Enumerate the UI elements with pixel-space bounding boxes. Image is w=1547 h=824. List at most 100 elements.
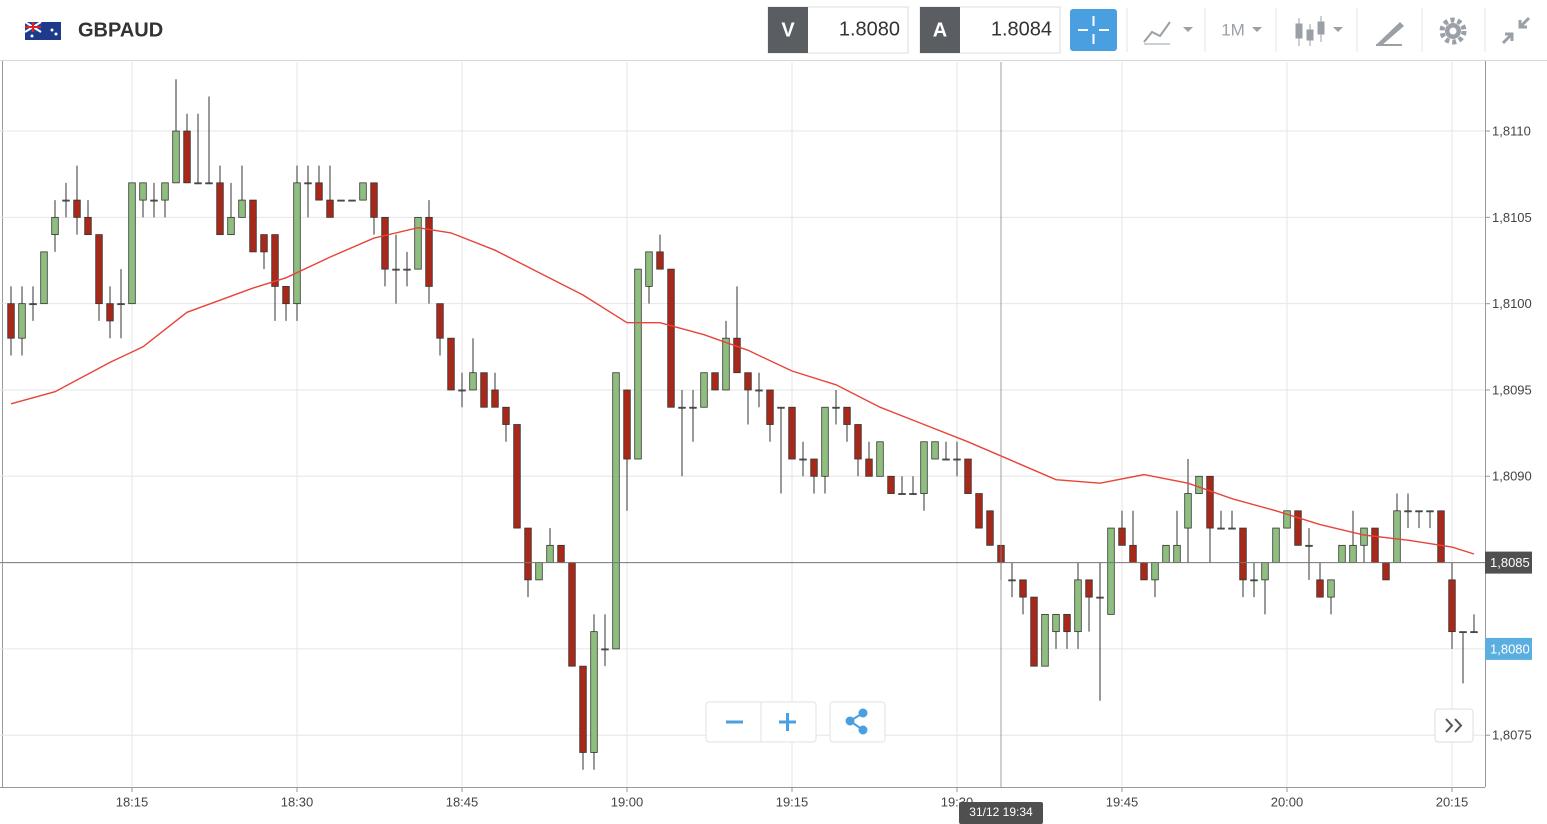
candle-body [436, 303, 444, 339]
candle-body [1107, 527, 1115, 615]
candle-body [282, 286, 290, 305]
candle-body [1437, 510, 1445, 563]
candle-body [1305, 544, 1313, 547]
candle-body [986, 510, 994, 546]
candle-body [1063, 613, 1071, 633]
price-marker [1485, 637, 1532, 660]
candle-body [1316, 579, 1324, 598]
candle-body [601, 648, 609, 651]
settings-button[interactable] [1439, 17, 1467, 45]
candle-body [733, 337, 741, 374]
candle-body [1151, 562, 1159, 581]
candle-body [447, 337, 455, 391]
candle-body [18, 303, 26, 339]
candle-body [1448, 579, 1456, 633]
ask-label-box [920, 7, 960, 53]
candle-body [205, 182, 213, 185]
candle-body [645, 251, 653, 287]
candle-body [865, 458, 873, 477]
candle-body [216, 182, 224, 236]
x-tick-label: 18:45 [446, 794, 479, 809]
candle-body [513, 424, 521, 529]
scroll-right-button[interactable] [1434, 708, 1474, 743]
moving-average [10, 226, 1475, 555]
candle-body [249, 199, 257, 253]
candle-body [722, 337, 730, 391]
overlay: 31/12 19:34 1,8085 1,8080 [0, 62, 1532, 824]
price-marker [1485, 551, 1532, 574]
candle-body [931, 441, 939, 460]
candle-body [194, 182, 202, 185]
candle-body [502, 406, 510, 425]
candle-body [975, 493, 983, 529]
toolbar-separators [1126, 8, 1486, 52]
candle-body [1173, 544, 1181, 563]
y-tick-label: 1,8095 [1492, 382, 1532, 397]
chart-type-button[interactable] [1143, 21, 1193, 45]
candle-body [1327, 579, 1335, 598]
candle-body [832, 406, 840, 409]
candle-body [172, 130, 180, 184]
bid-label: V [781, 19, 795, 41]
candle-body [920, 441, 928, 494]
symbol: GBPAUD [78, 19, 163, 41]
candle-body [337, 199, 345, 202]
candle-body [304, 182, 312, 185]
candle-body [403, 268, 411, 271]
candle-body [854, 424, 862, 460]
candles-button[interactable] [1295, 16, 1343, 46]
candle-body [656, 251, 664, 270]
candle-body [315, 182, 323, 201]
candle-body [755, 389, 763, 392]
zoom-in[interactable] [779, 713, 796, 731]
x-tick-label: 18:30 [281, 794, 314, 809]
candle-body [139, 182, 147, 201]
share-button[interactable] [845, 708, 868, 735]
share-box [829, 701, 886, 743]
candle-body [535, 562, 543, 581]
interval[interactable]: 1M [1221, 20, 1245, 39]
candle-body [1459, 631, 1467, 634]
draw-button[interactable] [1376, 22, 1404, 46]
candle-body [260, 234, 268, 253]
candle-body [953, 458, 961, 461]
crosshair-button[interactable] [1070, 9, 1117, 51]
collapse-button[interactable] [1501, 16, 1531, 45]
candle-body [84, 216, 92, 236]
price-marker-label: 1,8080 [1490, 641, 1530, 656]
candle-body [821, 406, 829, 477]
price-marker-label: 1,8085 [1490, 555, 1530, 570]
candle-body [392, 268, 400, 271]
candle-body [1294, 510, 1302, 546]
candle-body [1019, 579, 1027, 598]
candle-body [1085, 579, 1093, 598]
x-tick-label: 19:00 [611, 794, 644, 809]
candle-body [1404, 510, 1412, 513]
candle-body [359, 182, 367, 201]
candle-body [271, 234, 279, 287]
candle-body [788, 406, 796, 460]
y-tick-label: 1,8075 [1492, 728, 1532, 743]
candle-body [1195, 475, 1203, 494]
candle-body [964, 458, 972, 494]
candle-body [1140, 562, 1148, 581]
candle-body [458, 389, 466, 392]
crosshair-label: 31/12 19:34 [969, 805, 1033, 819]
flag [24, 21, 61, 40]
ask-label: A [933, 19, 947, 41]
candle-body [843, 406, 851, 425]
candle-body [1360, 527, 1368, 546]
candle-body [766, 389, 774, 425]
candle-body [678, 406, 686, 409]
candle-body [1041, 613, 1049, 667]
ask-price: 1.8084 [991, 18, 1052, 40]
x-tick-label: 20:00 [1271, 794, 1304, 809]
candle-body [425, 216, 433, 287]
candle-body [1239, 527, 1247, 581]
candle-body [370, 182, 378, 218]
candle-body [524, 527, 532, 581]
candle-body [1008, 579, 1016, 582]
candle-body [667, 268, 675, 408]
grid: 1,8075 1,8080 1,8085 1,8090 1,8095 1,8100 1,81… [0, 62, 1532, 809]
candle-body [876, 441, 884, 477]
